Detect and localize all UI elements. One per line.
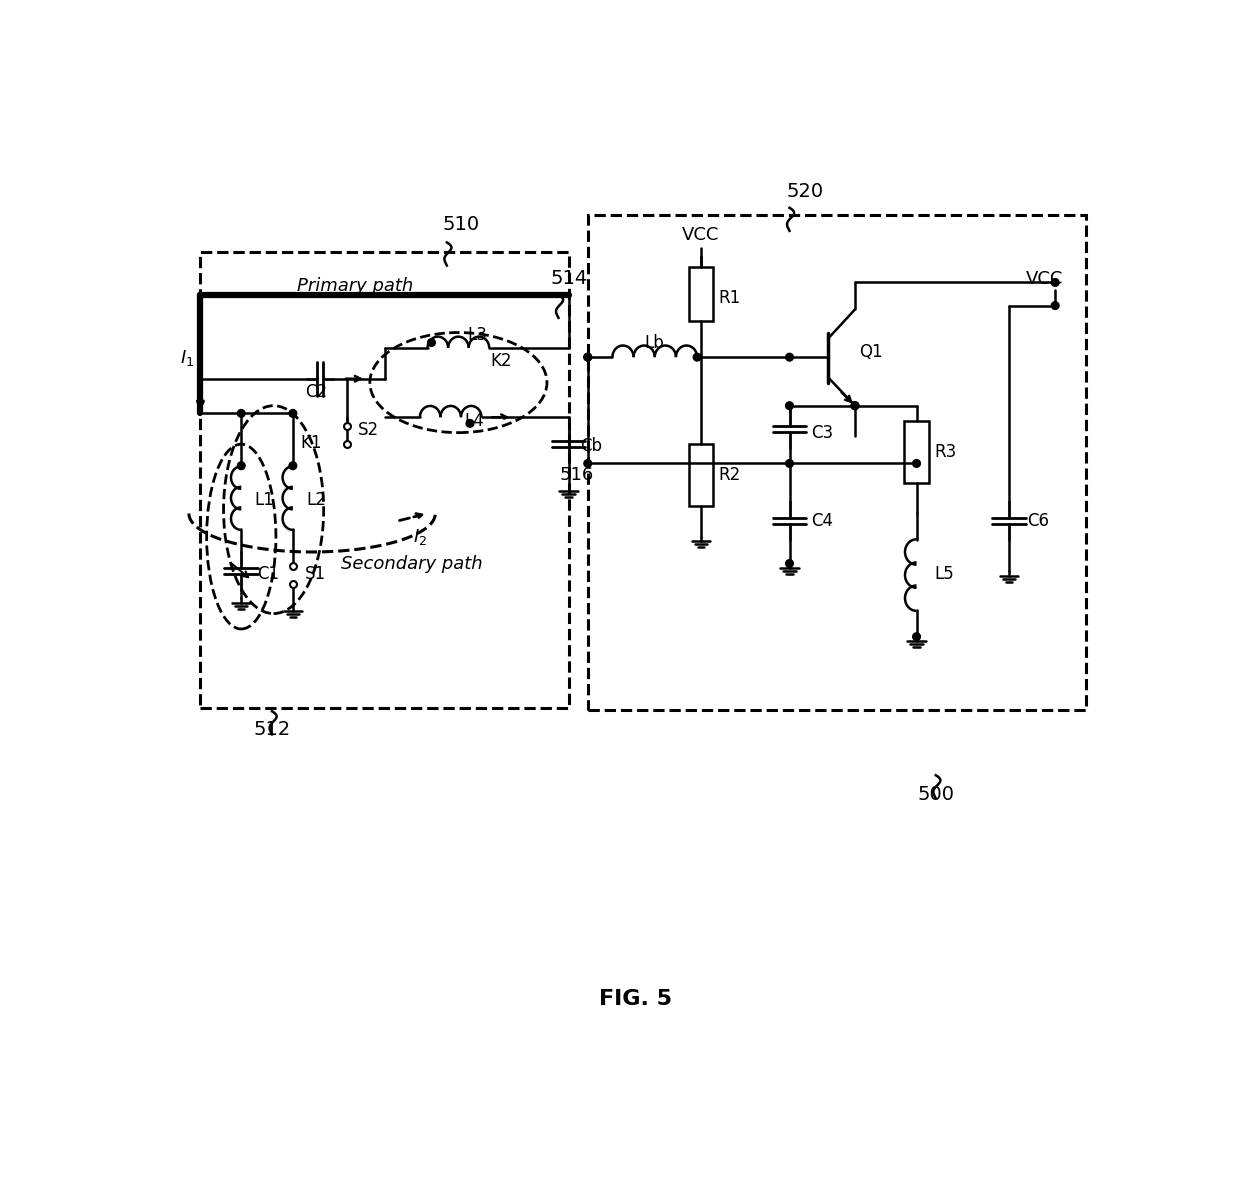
- Circle shape: [786, 354, 794, 361]
- Bar: [588, 215, 1086, 710]
- Text: L5: L5: [934, 565, 954, 583]
- Text: C3: C3: [811, 423, 833, 441]
- Text: R2: R2: [719, 466, 742, 484]
- Bar: [688, 267, 713, 321]
- Bar: [201, 252, 568, 707]
- Text: VCC: VCC: [1025, 270, 1063, 288]
- Circle shape: [584, 459, 591, 468]
- Text: 510: 510: [443, 216, 480, 234]
- Text: L2: L2: [306, 490, 326, 508]
- Text: S2: S2: [358, 421, 379, 439]
- Circle shape: [237, 462, 246, 470]
- Text: 516: 516: [559, 466, 593, 484]
- Circle shape: [289, 462, 296, 470]
- Text: $I_1$: $I_1$: [180, 348, 195, 368]
- Circle shape: [913, 633, 920, 640]
- Circle shape: [428, 338, 435, 347]
- Circle shape: [1052, 278, 1059, 287]
- Text: C2: C2: [305, 382, 327, 400]
- Text: R1: R1: [719, 289, 742, 307]
- Circle shape: [584, 354, 591, 361]
- Circle shape: [584, 354, 591, 361]
- Text: 512: 512: [253, 719, 290, 739]
- Text: K1: K1: [300, 434, 322, 452]
- Text: L1: L1: [254, 490, 274, 508]
- Text: Secondary path: Secondary path: [341, 554, 484, 573]
- Text: $I_2$: $I_2$: [413, 526, 427, 547]
- Circle shape: [693, 354, 701, 361]
- Text: C4: C4: [811, 512, 833, 530]
- Circle shape: [786, 560, 794, 567]
- Circle shape: [289, 410, 296, 417]
- Text: Lb: Lb: [645, 333, 665, 351]
- Circle shape: [466, 420, 474, 427]
- Circle shape: [1052, 302, 1059, 309]
- Text: C6: C6: [1027, 512, 1049, 530]
- Text: R3: R3: [934, 442, 956, 460]
- Text: FIG. 5: FIG. 5: [599, 989, 672, 1008]
- Text: Cb: Cb: [580, 438, 603, 456]
- Text: L3: L3: [467, 326, 487, 344]
- Text: S1: S1: [304, 565, 326, 583]
- Text: 500: 500: [918, 785, 955, 805]
- Circle shape: [237, 410, 246, 417]
- Text: 514: 514: [551, 269, 588, 288]
- Circle shape: [851, 402, 859, 410]
- Text: C1: C1: [257, 565, 279, 583]
- Circle shape: [786, 402, 794, 410]
- Text: 520: 520: [786, 182, 823, 201]
- Text: K2: K2: [490, 353, 511, 370]
- Text: VCC: VCC: [682, 225, 719, 243]
- Text: Primary path: Primary path: [296, 277, 413, 295]
- Bar: [904, 421, 929, 483]
- Bar: [688, 444, 713, 506]
- Circle shape: [851, 402, 859, 410]
- Circle shape: [786, 459, 794, 468]
- Text: L4: L4: [464, 412, 484, 430]
- Text: Q1: Q1: [859, 343, 883, 361]
- Circle shape: [913, 459, 920, 468]
